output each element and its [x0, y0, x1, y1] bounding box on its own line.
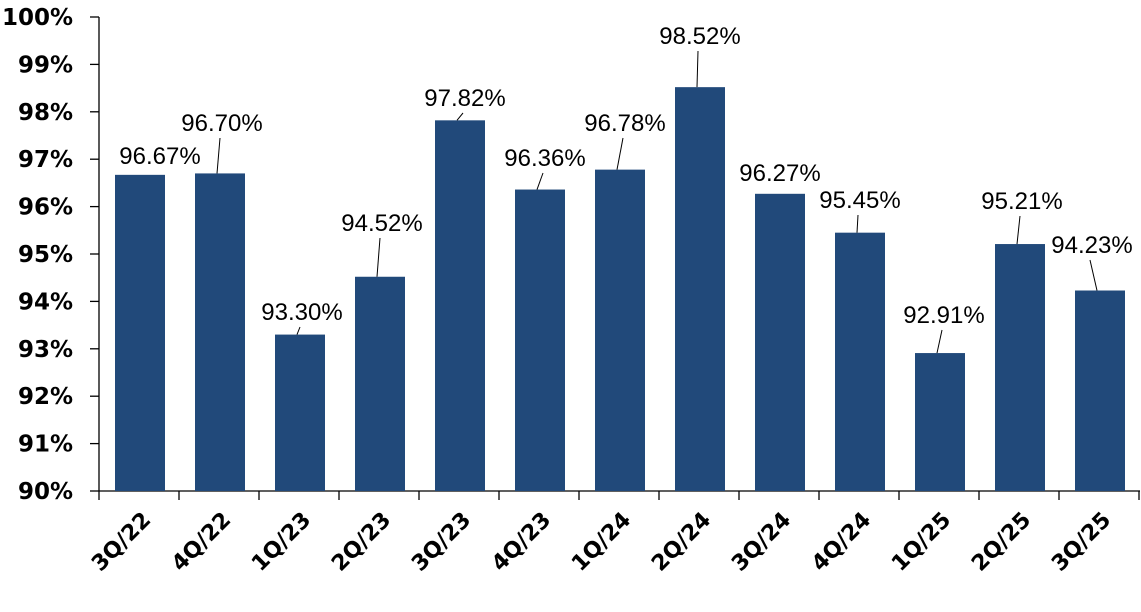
- x-tick-label: 4Q/22: [167, 508, 236, 577]
- bar: [755, 193, 805, 491]
- data-label-leader: [536, 172, 544, 190]
- bar: [995, 244, 1045, 491]
- y-tick-label: 90%: [18, 479, 73, 505]
- bar: [515, 189, 565, 491]
- data-label-leader: [456, 112, 464, 121]
- data-label: 96.70%: [181, 110, 262, 137]
- data-label-leader: [296, 326, 301, 335]
- data-label-leader: [696, 50, 699, 88]
- y-tick-label: 99%: [18, 52, 73, 78]
- x-tick-label: 2Q/23: [327, 508, 396, 577]
- data-label: 95.45%: [819, 187, 900, 214]
- data-label: 96.78%: [584, 110, 665, 137]
- data-label: 94.52%: [341, 210, 422, 237]
- data-label-leader: [856, 214, 859, 233]
- data-label: 96.36%: [504, 145, 585, 172]
- x-tick-label: 2Q/24: [647, 508, 716, 577]
- data-label-leader: [616, 137, 624, 170]
- x-tick-label: 1Q/23: [247, 508, 316, 577]
- bar: [675, 87, 725, 491]
- data-label-leader: [376, 237, 381, 277]
- y-tick-label: 98%: [18, 100, 73, 126]
- data-label: 98.52%: [659, 23, 740, 50]
- bar: [195, 173, 245, 492]
- bar: [435, 120, 485, 491]
- y-tick-label: 96%: [18, 195, 73, 221]
- y-tick-label: 91%: [18, 432, 73, 458]
- bar: [275, 334, 325, 491]
- bar: [355, 276, 405, 491]
- bar: [115, 174, 165, 492]
- x-tick-label: 4Q/23: [487, 508, 556, 577]
- y-tick-label: 100%: [2, 5, 73, 31]
- data-label-leader: [216, 137, 221, 174]
- x-tick-label: 1Q/24: [567, 508, 636, 577]
- x-tick-label: 3Q/25: [1047, 508, 1116, 577]
- data-label: 95.21%: [981, 188, 1062, 215]
- data-label: 93.30%: [261, 299, 342, 326]
- data-label-leader: [1016, 215, 1021, 245]
- data-label: 96.27%: [739, 160, 820, 187]
- data-label: 96.67%: [119, 143, 200, 170]
- data-label: 94.23%: [1051, 232, 1132, 259]
- x-tick-label: 3Q/23: [407, 508, 476, 577]
- data-label-leader: [1089, 259, 1098, 291]
- bar: [1075, 290, 1125, 491]
- y-tick-label: 92%: [18, 384, 73, 410]
- y-tick-label: 94%: [18, 289, 73, 315]
- x-tick-label: 3Q/22: [87, 508, 156, 577]
- x-tick-label: 2Q/25: [967, 508, 1036, 577]
- y-tick-label: 93%: [18, 337, 73, 363]
- y-tick-label: 97%: [18, 147, 73, 173]
- x-tick-label: 3Q/24: [727, 508, 796, 577]
- x-tick-label: 1Q/25: [887, 508, 956, 577]
- y-tick-label: 95%: [18, 242, 73, 268]
- bar: [835, 232, 885, 492]
- data-label-leader: [936, 329, 943, 354]
- data-label: 92.91%: [903, 302, 984, 329]
- bar: [915, 353, 965, 491]
- data-label: 97.82%: [424, 85, 505, 112]
- x-tick-label: 4Q/24: [807, 508, 876, 577]
- bar: [595, 169, 645, 492]
